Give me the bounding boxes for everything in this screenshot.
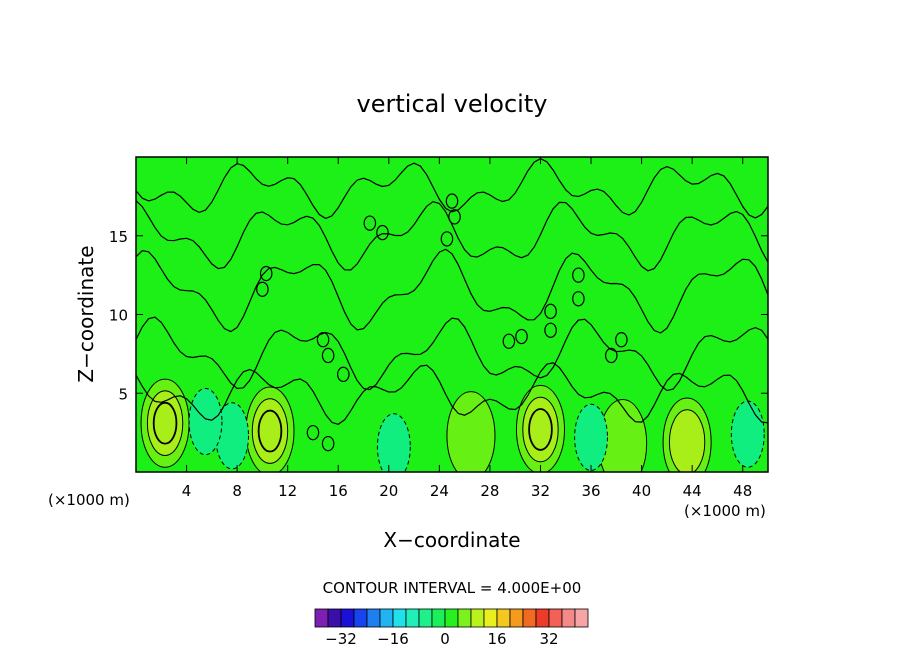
x-tick-label: 8: [232, 482, 242, 500]
small-contour-ring: [321, 347, 335, 364]
small-contour-ring: [572, 291, 585, 307]
colorbar-swatch: [392, 608, 407, 628]
contour-interval-label: CONTOUR INTERVAL = 4.000E+00: [323, 579, 582, 597]
small-contour-ring: [363, 215, 377, 231]
zero-contour-line: [136, 362, 768, 425]
colorbar-swatch: [470, 608, 485, 628]
colorbar-swatch: [405, 608, 420, 628]
colorbar-swatch: [418, 608, 433, 628]
small-contour-ring: [515, 328, 528, 345]
x-axis: 4 8 12 16 20 24 28 32 36 40 44 48: [182, 157, 752, 500]
x-units-left: (×1000 m): [48, 491, 130, 509]
colorbar: −32 −16 0 16 32: [314, 608, 589, 648]
small-contour-ring: [256, 281, 269, 297]
small-contour-ring: [316, 332, 330, 348]
small-contour-ring: [321, 435, 335, 452]
small-contour-ring: [615, 332, 628, 348]
colorbar-swatch: [535, 608, 550, 628]
updraft-contour: [668, 409, 706, 472]
colorbar-swatch: [522, 608, 537, 628]
colorbar-swatch: [457, 608, 472, 628]
colorbar-swatch: [444, 608, 459, 628]
y-tick-label: 15: [109, 228, 128, 246]
colorbar-swatch: [496, 608, 511, 628]
small-contour-ring: [604, 347, 618, 364]
updraft-contour: [152, 401, 178, 445]
small-contour-ring: [445, 193, 459, 209]
small-contour-ring: [502, 333, 516, 349]
chart-title: vertical velocity: [357, 90, 548, 118]
colorbar-swatch: [431, 608, 446, 628]
colorbar-swatch: [353, 608, 368, 628]
zero-contour-line: [136, 248, 768, 334]
downdraft-contour: [376, 413, 411, 472]
small-contour-ring: [544, 303, 557, 320]
colorbar-tick-label: −32: [325, 630, 357, 648]
colorbar-swatch: [314, 608, 329, 628]
small-contour-ring: [376, 224, 389, 241]
x-tick-label: 40: [632, 482, 651, 500]
x-tick-label: 48: [733, 482, 752, 500]
colorbar-swatch: [366, 608, 381, 628]
zero-contour-line: [136, 200, 768, 272]
colorbar-swatch: [509, 608, 524, 628]
zero-contour-line: [136, 158, 768, 220]
y-axis: 5 10 15: [109, 228, 768, 403]
small-contour-ring: [440, 231, 454, 247]
colorbar-swatch: [379, 608, 394, 628]
x-tick-label: 44: [683, 482, 702, 500]
small-contour-ring: [306, 424, 320, 441]
colorbar-swatch: [548, 608, 563, 628]
small-contour-ring: [259, 265, 273, 282]
colorbar-swatch: [483, 608, 498, 628]
x-tick-label: 32: [531, 482, 550, 500]
colorbar-swatch: [340, 608, 355, 628]
y-tick-label: 10: [109, 307, 128, 325]
colorbar-tick-label: 16: [487, 630, 506, 648]
colorbar-swatch: [574, 608, 589, 628]
colorbar-tick-label: 32: [539, 630, 558, 648]
updraft-contour: [528, 408, 553, 451]
x-tick-label: 20: [379, 482, 398, 500]
small-contour-ring: [448, 209, 461, 225]
x-axis-label: X−coordinate: [383, 528, 520, 552]
plot-area: [135, 156, 769, 473]
contour-field: [136, 158, 768, 472]
x-tick-label: 12: [278, 482, 297, 500]
x-tick-label: 24: [430, 482, 449, 500]
downdraft-contour: [188, 388, 223, 456]
y-axis-label: Z−coordinate: [74, 245, 98, 382]
small-contour-ring: [544, 322, 557, 338]
y-tick-label: 5: [118, 385, 128, 403]
small-contour-ring: [337, 366, 350, 383]
x-tick-label: 28: [480, 482, 499, 500]
small-contour-ring: [572, 267, 585, 283]
x-tick-label: 4: [182, 482, 192, 500]
downdraft-contour: [574, 403, 608, 471]
x-tick-label: 16: [329, 482, 348, 500]
zero-contour-line: [136, 316, 768, 392]
colorbar-tick-label: −16: [377, 630, 409, 648]
updraft-contour: [257, 409, 283, 453]
colorbar-swatch: [327, 608, 342, 628]
x-units-right: (×1000 m): [684, 502, 766, 520]
colorbar-swatch: [561, 608, 576, 628]
colorbar-tick-label: 0: [440, 630, 450, 648]
downdraft-contour: [730, 400, 765, 468]
x-tick-label: 36: [581, 482, 600, 500]
updraft-contour: [446, 391, 496, 472]
